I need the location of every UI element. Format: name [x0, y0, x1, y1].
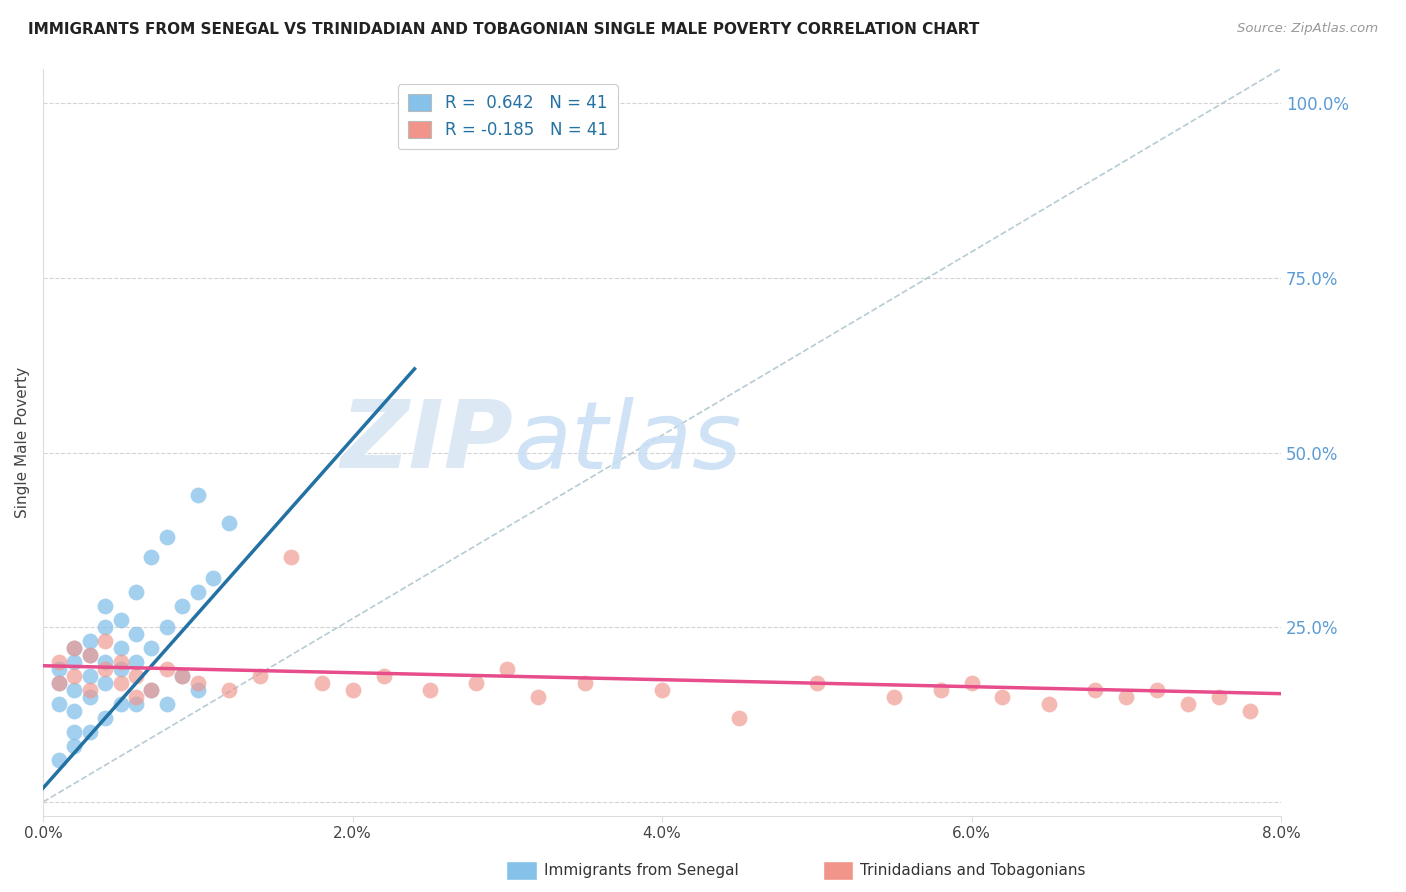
- Point: [156, 697, 179, 711]
- Point: [172, 599, 194, 614]
- Point: [48, 753, 70, 767]
- Point: [991, 690, 1014, 705]
- Point: [48, 676, 70, 690]
- Point: [125, 627, 148, 641]
- Point: [48, 655, 70, 669]
- Point: [94, 599, 117, 614]
- Text: Immigrants from Senegal: Immigrants from Senegal: [544, 863, 740, 878]
- Point: [156, 662, 179, 676]
- Point: [125, 585, 148, 599]
- Point: [79, 683, 101, 698]
- Point: [141, 683, 163, 698]
- Point: [110, 662, 132, 676]
- Text: ZIP: ZIP: [340, 396, 513, 488]
- Point: [125, 697, 148, 711]
- Point: [94, 620, 117, 634]
- Point: [1208, 690, 1230, 705]
- Point: [218, 683, 240, 698]
- Point: [419, 683, 441, 698]
- Point: [94, 662, 117, 676]
- Point: [110, 613, 132, 627]
- Point: [218, 516, 240, 530]
- Point: [1084, 683, 1107, 698]
- Point: [94, 634, 117, 648]
- Point: [172, 669, 194, 683]
- Point: [728, 711, 751, 725]
- Point: [63, 739, 86, 753]
- Point: [110, 641, 132, 656]
- Point: [110, 697, 132, 711]
- Point: [651, 683, 673, 698]
- Point: [48, 662, 70, 676]
- Point: [280, 550, 302, 565]
- Point: [141, 641, 163, 656]
- Text: Source: ZipAtlas.com: Source: ZipAtlas.com: [1237, 22, 1378, 36]
- Point: [94, 676, 117, 690]
- Point: [141, 550, 163, 565]
- Point: [574, 676, 596, 690]
- Point: [373, 669, 395, 683]
- Point: [63, 641, 86, 656]
- Text: atlas: atlas: [513, 397, 742, 488]
- Point: [960, 676, 983, 690]
- Point: [187, 676, 209, 690]
- Point: [883, 690, 905, 705]
- Point: [125, 655, 148, 669]
- Point: [929, 683, 952, 698]
- Text: IMMIGRANTS FROM SENEGAL VS TRINIDADIAN AND TOBAGONIAN SINGLE MALE POVERTY CORREL: IMMIGRANTS FROM SENEGAL VS TRINIDADIAN A…: [28, 22, 980, 37]
- Point: [187, 487, 209, 501]
- Point: [110, 655, 132, 669]
- Point: [94, 655, 117, 669]
- Point: [1146, 683, 1168, 698]
- Point: [125, 690, 148, 705]
- Point: [156, 529, 179, 543]
- Point: [342, 683, 364, 698]
- Point: [79, 648, 101, 663]
- Legend: R =  0.642   N = 41, R = -0.185   N = 41: R = 0.642 N = 41, R = -0.185 N = 41: [398, 85, 617, 149]
- Point: [79, 725, 101, 739]
- Point: [187, 683, 209, 698]
- Point: [527, 690, 550, 705]
- Point: [1239, 704, 1261, 718]
- Point: [63, 704, 86, 718]
- Y-axis label: Single Male Poverty: Single Male Poverty: [15, 367, 30, 517]
- Point: [63, 655, 86, 669]
- Point: [1038, 697, 1060, 711]
- Point: [79, 690, 101, 705]
- Point: [79, 648, 101, 663]
- Point: [249, 669, 271, 683]
- Point: [63, 725, 86, 739]
- Point: [63, 669, 86, 683]
- Point: [1115, 690, 1137, 705]
- Point: [63, 683, 86, 698]
- Point: [311, 676, 333, 690]
- Point: [48, 676, 70, 690]
- Point: [125, 669, 148, 683]
- Point: [187, 585, 209, 599]
- Text: Trinidadians and Tobagonians: Trinidadians and Tobagonians: [860, 863, 1085, 878]
- Point: [465, 676, 488, 690]
- Point: [79, 634, 101, 648]
- Point: [63, 641, 86, 656]
- Point: [79, 669, 101, 683]
- Point: [110, 676, 132, 690]
- Point: [141, 683, 163, 698]
- Point: [806, 676, 828, 690]
- Point: [496, 662, 519, 676]
- Point: [48, 697, 70, 711]
- Point: [202, 571, 225, 585]
- Point: [1177, 697, 1199, 711]
- Point: [172, 669, 194, 683]
- Point: [156, 620, 179, 634]
- Point: [94, 711, 117, 725]
